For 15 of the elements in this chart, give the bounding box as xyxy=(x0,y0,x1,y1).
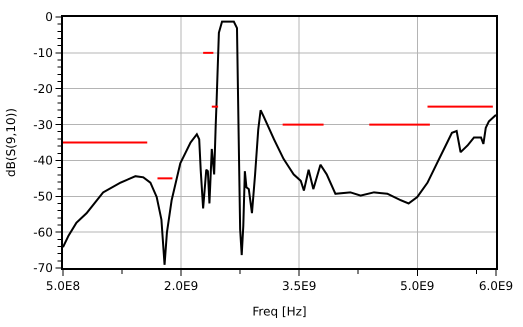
x-tick-label: 3.5E9 xyxy=(282,279,316,294)
y-tick-label: -70 xyxy=(33,261,53,276)
y-tick-label: -40 xyxy=(33,154,53,168)
y-tick-label: -30 xyxy=(33,118,53,132)
y-tick-label: -20 xyxy=(33,82,53,96)
y-tick-label: -50 xyxy=(33,189,53,204)
x-tick-label: 5.0E8 xyxy=(46,279,80,294)
x-axis-title: Freq [Hz] xyxy=(252,304,307,319)
x-tick-label: 6.0E9 xyxy=(478,279,514,294)
y-tick-label: -10 xyxy=(33,46,53,60)
y-tick-label: 0 xyxy=(45,10,53,24)
y-tick-label: -60 xyxy=(33,225,53,240)
x-tick-label: 2.0E9 xyxy=(164,279,198,294)
y-axis-title: dB(S(9,10)) xyxy=(4,108,18,177)
x-tick-label: 5.0E9 xyxy=(400,279,434,294)
